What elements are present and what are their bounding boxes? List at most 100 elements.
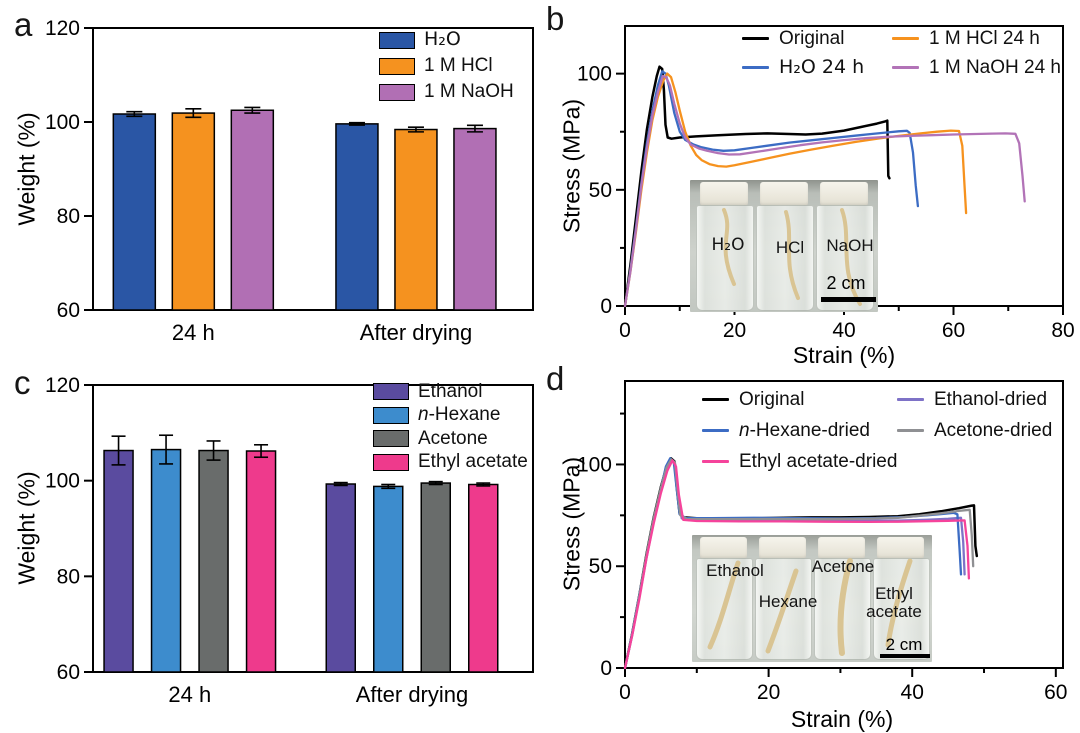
svg-text:100: 100 [577, 63, 612, 86]
svg-text:60: 60 [942, 319, 965, 342]
legend-swatch [897, 398, 924, 401]
film-strips [707, 558, 913, 656]
svg-text:After drying: After drying [360, 320, 473, 345]
legend-item: Original [702, 384, 897, 415]
panel-c-label: c [14, 364, 31, 401]
legend-swatch [373, 383, 409, 401]
scale-bar [821, 297, 876, 302]
legend-label: n-Hexane-dried [739, 419, 870, 441]
scale-bar [880, 654, 930, 658]
vial-cap [759, 537, 806, 559]
legend-panel-d: Original n-Hexane-dried Ethyl acetate-drie… [702, 384, 1052, 477]
sample-strip [707, 560, 741, 650]
vial-glass [873, 558, 930, 660]
scale-bar-label: 2 cm [885, 635, 923, 654]
svg-text:100: 100 [45, 111, 80, 134]
svg-text:24 h: 24 h [172, 320, 215, 345]
film-strips [722, 208, 862, 306]
sample-strip [837, 558, 853, 656]
legend-swatch [379, 57, 415, 75]
svg-text:100: 100 [45, 470, 80, 493]
svg-text:100: 100 [577, 453, 612, 476]
svg-text:50: 50 [589, 555, 612, 578]
legend-label: H₂O 24 h [779, 55, 865, 78]
vial-cap [877, 537, 924, 559]
sample-strip [840, 208, 862, 306]
legend-swatch [897, 429, 924, 432]
legend-swatch [702, 398, 729, 401]
svg-text:80: 80 [57, 565, 80, 588]
vial-label-ethyl-acetate: Ethyl acetate [866, 584, 922, 621]
vial-label-naoh: NaOH [826, 236, 874, 255]
legend-item: Ethyl acetate-dried [702, 446, 897, 477]
panel-d-label: d [546, 360, 565, 397]
legend-label: Ethyl acetate [418, 451, 528, 473]
sample-strip [784, 210, 800, 300]
axis-title-y-b: Stress (MPa) [558, 98, 585, 234]
legend-item: 1 M NaOH 24 h [892, 53, 1061, 82]
legend-item: n-Hexane-dried [702, 415, 897, 446]
legend-label: 1 M HCl [424, 55, 493, 77]
svg-text:20: 20 [757, 681, 780, 704]
vial-label-hexane: Hexane [758, 592, 818, 611]
legend-swatch [892, 66, 919, 69]
legend-item: Acetone-dried [897, 415, 1052, 446]
sample-strip [885, 558, 913, 648]
svg-text:After drying: After drying [356, 682, 469, 707]
sample-strip [765, 568, 799, 654]
legend-item: Ethyl acetate [373, 451, 528, 475]
legend-swatch [742, 66, 769, 69]
vial-cap [700, 182, 748, 206]
svg-text:120: 120 [45, 17, 80, 40]
legend-label: Original [779, 27, 845, 49]
legend-label: n-Hexane [418, 404, 501, 426]
svg-text:20: 20 [723, 319, 746, 342]
legend-label: Original [739, 388, 805, 410]
legend-item: 1 M NaOH [379, 79, 514, 105]
svg-text:50: 50 [589, 179, 612, 202]
vial-label-hcl: HCl [775, 238, 805, 257]
vial-label-h2o: H₂O [711, 235, 745, 255]
vial-glass [756, 205, 814, 311]
legend-label: Ethyl acetate-dried [739, 450, 898, 472]
panel-a-label: a [14, 6, 33, 43]
svg-text:0: 0 [619, 319, 631, 342]
svg-text:40: 40 [901, 681, 924, 704]
legend-item: n-Hexane [373, 404, 528, 428]
legend-swatch [892, 37, 919, 40]
panel-b-label: b [546, 0, 565, 37]
sample-strip [722, 208, 736, 286]
svg-text:60: 60 [57, 299, 80, 322]
legend-panel-c: Ethanol n-Hexane Acetone Ethyl acetate [373, 380, 528, 474]
vial-photo-inset-b: H₂O HCl NaOH 2 cm [690, 180, 878, 312]
legend-label: 1 M NaOH [424, 81, 514, 103]
legend-item: H₂O 24 h [742, 53, 892, 82]
legend-label: 1 M HCl 24 h [929, 27, 1040, 49]
svg-text:60: 60 [57, 661, 80, 684]
scale-bar-label: 2 cm [826, 273, 866, 293]
legend-swatch [742, 37, 769, 40]
legend-item: Ethanol [373, 380, 528, 404]
legend-item: 1 M HCl 24 h [892, 24, 1061, 53]
vial-cap [700, 537, 747, 559]
legend-label: H₂O [424, 28, 461, 51]
axis-title-x-b: Strain (%) [792, 342, 896, 368]
axis-title-y-c: Weight (%) [13, 471, 40, 585]
vial [873, 535, 930, 660]
legend-swatch [702, 429, 729, 432]
vial [816, 180, 874, 311]
svg-text:80: 80 [57, 205, 80, 228]
svg-text:24 h: 24 h [168, 682, 211, 707]
legend-swatch [702, 460, 729, 463]
legend-panel-b: Original H₂O 24 h 1 M HCl 24 h 1 M NaOH 24 … [742, 24, 1061, 82]
axis-title-x-d: Strain (%) [790, 706, 894, 732]
legend-swatch [373, 430, 409, 448]
axis-title-y-d: Stress (MPa) [558, 456, 585, 592]
svg-text:120: 120 [45, 374, 80, 397]
legend-label: Ethanol [418, 380, 483, 402]
legend-swatch [373, 406, 409, 424]
svg-text:0: 0 [600, 657, 612, 680]
vial [756, 180, 814, 311]
legend-item: Ethanol-dried [897, 384, 1052, 415]
svg-text:0: 0 [619, 681, 631, 704]
